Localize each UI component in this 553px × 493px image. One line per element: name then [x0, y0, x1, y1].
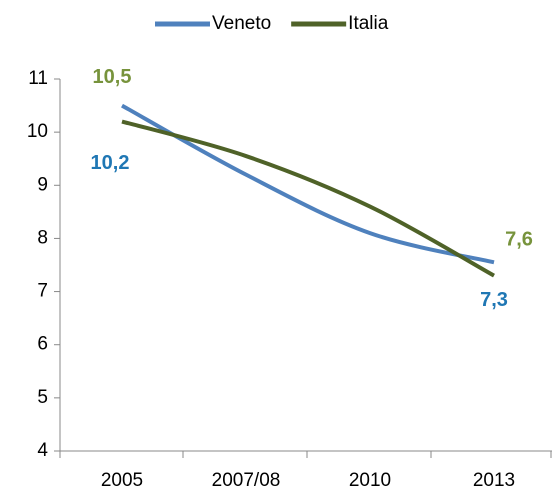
y-tick-label: 4 — [37, 440, 48, 461]
x-tick-label: 2005 — [101, 470, 143, 491]
x-tick-label: 2010 — [349, 470, 391, 491]
y-tick-label: 6 — [37, 334, 48, 355]
line-series — [121, 119, 495, 278]
y-tick-label: 7 — [37, 281, 48, 302]
data-label: 7,6 — [505, 229, 533, 251]
x-boundary-ticks — [59, 451, 552, 458]
y-tick-label: 11 — [28, 68, 48, 89]
x-tick-label: 2013 — [473, 470, 515, 491]
data-label: 7,3 — [480, 289, 508, 311]
legend-label: Italia — [348, 13, 389, 34]
y-tick-label: 9 — [37, 174, 48, 195]
y-tick-label: 5 — [37, 387, 48, 408]
line-series — [121, 103, 495, 265]
data-label: 10,2 — [91, 152, 130, 174]
y-tick-label: 10 — [27, 121, 48, 142]
data-label: 10,5 — [93, 66, 132, 88]
x-tick-label: 2007/08 — [212, 470, 281, 491]
y-tick-label: 8 — [37, 227, 48, 248]
legend-label: Veneto — [212, 13, 271, 34]
